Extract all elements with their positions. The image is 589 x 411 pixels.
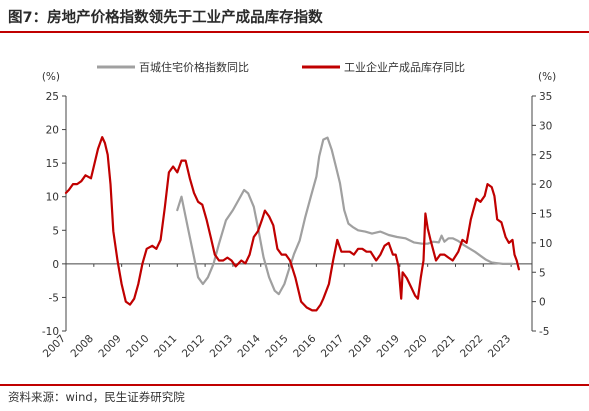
right-axis-tick-label: 0 — [539, 297, 546, 309]
series-line-industrial-inventory — [64, 136, 520, 312]
x-axis-tick-label: 2011 — [152, 333, 179, 360]
chart-title: 图7：房地产价格指数领先于工业产成品库存指数 — [8, 10, 323, 26]
x-axis-tick-label: 2015 — [263, 333, 290, 360]
x-axis-tick-label: 2017 — [319, 333, 346, 360]
left-axis-tick-label: 5 — [52, 225, 59, 237]
footer-divider — [0, 384, 589, 386]
source-note: 资料来源：wind，民生证券研究院 — [8, 390, 185, 404]
left-axis-unit: (%) — [42, 71, 60, 83]
right-axis-tick-label: 5 — [539, 267, 546, 279]
x-axis-tick-label: 2023 — [486, 333, 513, 360]
right-axis-tick-label: 35 — [539, 91, 552, 103]
x-axis-tick-label: 2022 — [458, 333, 485, 360]
left-axis-tick-label: 10 — [46, 192, 59, 204]
x-axis-tick-label: 2013 — [208, 333, 235, 360]
left-axis-tick-label: -5 — [49, 292, 59, 304]
right-axis-tick-label: 25 — [539, 150, 552, 162]
x-axis-tick-label: 2021 — [430, 333, 457, 360]
x-axis-tick-label: 2009 — [96, 333, 123, 360]
right-axis-tick-label: -5 — [539, 326, 549, 338]
x-axis-tick-label: 2010 — [124, 333, 151, 360]
chart-canvas: -10 -5 0 5 10 15 20 25 (%) -5 0 5 10 15 20 25 30 35 (%) 200… — [41, 60, 556, 360]
x-axis-tick-label: 2016 — [291, 332, 319, 360]
series-line-house-price — [176, 136, 514, 296]
title-divider — [0, 31, 589, 33]
left-axis-tick-label: 20 — [46, 125, 59, 137]
legend-label: 工业企业产成品库存同比 — [344, 60, 465, 74]
left-axis-tick-label: -10 — [42, 326, 59, 338]
left-axis-tick-label: 25 — [46, 91, 59, 103]
right-axis-tick-label: 10 — [539, 238, 552, 250]
legend-label: 百城住宅价格指数同比 — [139, 60, 249, 74]
x-axis-tick-label: 2019 — [375, 333, 402, 360]
right-axis-tick-label: 20 — [539, 179, 552, 191]
left-axis-tick-label: 0 — [52, 259, 59, 271]
left-axis-tick-label: 15 — [46, 158, 59, 170]
chart-axes: -10 -5 0 5 10 15 20 25 (%) -5 0 5 10 15 20 25 30 35 (%) 200… — [41, 71, 556, 360]
x-axis-tick-label: 2008 — [69, 333, 96, 360]
series-layer — [64, 136, 520, 312]
x-axis-tick-label: 2018 — [347, 333, 374, 360]
x-axis-tick-label: 2012 — [180, 333, 207, 360]
right-axis-unit: (%) — [538, 71, 556, 83]
right-axis-tick-label: 30 — [539, 120, 552, 132]
x-axis-tick-label: 2014 — [235, 332, 263, 360]
right-axis-tick-label: 15 — [539, 209, 552, 221]
x-axis-tick-label: 2020 — [402, 333, 429, 360]
chart-legend: 百城住宅价格指数同比 工业企业产成品库存同比 — [97, 60, 465, 74]
